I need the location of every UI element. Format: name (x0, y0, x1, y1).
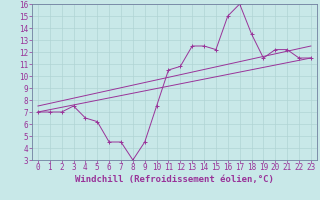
X-axis label: Windchill (Refroidissement éolien,°C): Windchill (Refroidissement éolien,°C) (75, 175, 274, 184)
